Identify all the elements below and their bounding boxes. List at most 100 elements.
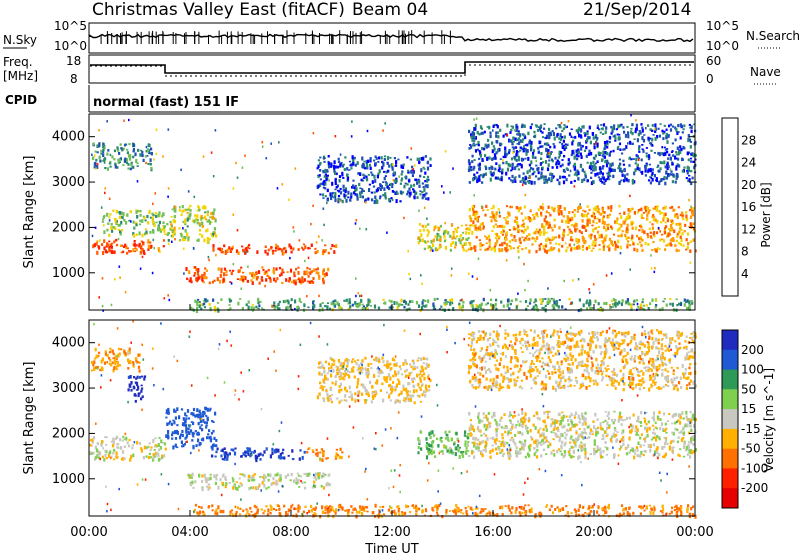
echo-cell — [319, 451, 322, 454]
echo-cell — [328, 395, 332, 397]
echo-cell — [506, 123, 509, 128]
echo-cell — [563, 452, 567, 457]
echo-cell — [174, 410, 177, 413]
echo-cell — [573, 246, 577, 250]
echo-cell — [198, 224, 202, 227]
echo-cell — [308, 268, 311, 271]
echo-cell — [205, 276, 208, 280]
echo-cell — [509, 131, 512, 134]
echo-cell — [584, 132, 587, 137]
echo-cell — [149, 449, 152, 452]
echo-cell — [244, 251, 247, 255]
echo-cell — [319, 156, 322, 159]
echo-cell — [608, 152, 611, 156]
echo-cell — [138, 244, 141, 248]
echo-cell — [363, 160, 366, 163]
echo-cell — [382, 298, 385, 301]
echo-cell — [384, 192, 387, 197]
echo-cell — [223, 272, 226, 277]
echo-cell — [248, 447, 251, 450]
echo-cell — [646, 218, 649, 221]
echo-cell — [514, 165, 517, 168]
noise-point — [619, 252, 622, 255]
echo-cell — [606, 433, 609, 437]
echo-cell — [198, 208, 201, 211]
echo-cell — [533, 216, 536, 221]
echo-cell — [324, 181, 327, 186]
echo-cell — [208, 220, 212, 225]
echo-cell — [590, 151, 593, 156]
echo-cell — [238, 269, 241, 273]
noise-point — [236, 176, 239, 179]
echo-cell — [377, 370, 380, 374]
echo-cell — [661, 212, 664, 214]
noise-point — [391, 198, 394, 202]
echo-cell — [267, 478, 270, 482]
echo-cell — [206, 220, 209, 223]
echo-cell — [540, 205, 543, 209]
echo-cell — [402, 384, 405, 388]
echo-cell — [543, 227, 546, 232]
echo-cell — [423, 247, 426, 251]
echo-cell — [320, 372, 323, 377]
echo-cell — [688, 225, 691, 228]
echo-cell — [327, 474, 330, 477]
echo-cell — [635, 127, 638, 131]
echo-cell — [528, 249, 531, 254]
echo-cell — [638, 145, 641, 148]
noise-point — [109, 153, 112, 157]
echo-cell — [573, 179, 576, 183]
echo-cell — [249, 272, 252, 275]
echo-cell — [567, 158, 570, 162]
echo-cell — [495, 438, 498, 442]
echo-cell — [100, 366, 103, 370]
echo-cell — [443, 446, 446, 449]
echo-cell — [131, 447, 134, 450]
echo-cell — [99, 452, 102, 456]
echo-cell — [561, 244, 564, 248]
echo-cell — [272, 270, 276, 275]
echo-cell — [115, 360, 118, 363]
noise-point — [441, 185, 443, 188]
echo-cell — [555, 163, 558, 166]
echo-cell — [690, 160, 693, 163]
echo-cell — [133, 250, 136, 253]
echo-cell — [224, 476, 227, 480]
echo-cell — [565, 428, 569, 432]
echo-cell — [220, 250, 223, 254]
echo-cell — [225, 274, 228, 276]
noise-point — [155, 152, 158, 156]
echo-cell — [449, 301, 452, 306]
echo-cell — [504, 219, 507, 221]
echo-cell — [354, 163, 357, 167]
echo-cell — [580, 155, 583, 159]
echo-cell — [417, 374, 420, 377]
echo-cell — [411, 165, 414, 169]
echo-cell — [314, 251, 317, 255]
echo-cell — [508, 149, 511, 153]
echo-cell — [132, 220, 135, 224]
echo-cell — [323, 381, 326, 384]
echo-cell — [553, 136, 556, 141]
echo-cell — [419, 388, 422, 392]
echo-cell — [671, 180, 674, 184]
echo-cell — [594, 412, 597, 416]
echo-cell — [388, 395, 391, 399]
echo-cell — [460, 224, 463, 227]
echo-cell — [413, 401, 416, 405]
echo-cell — [102, 216, 105, 219]
echo-cell — [112, 352, 115, 356]
echo-cell — [643, 230, 646, 235]
echo-cell — [583, 225, 586, 229]
echo-cell — [491, 229, 494, 232]
echo-cell — [485, 242, 488, 245]
echo-cell — [123, 219, 126, 222]
echo-cell — [223, 267, 227, 271]
echo-cell — [659, 123, 662, 125]
echo-cell — [395, 164, 398, 167]
echo-cell — [501, 168, 504, 172]
echo-cell — [509, 246, 512, 250]
echo-cell — [575, 173, 579, 177]
echo-cell — [556, 159, 559, 162]
echo-cell — [469, 301, 472, 305]
